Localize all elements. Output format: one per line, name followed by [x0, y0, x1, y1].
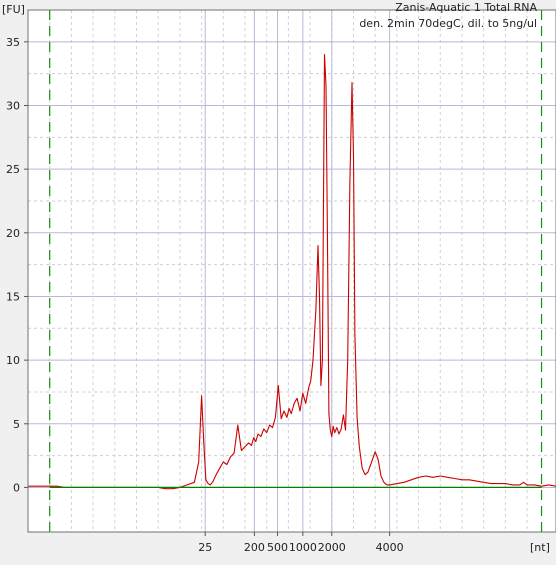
major-grid — [28, 10, 556, 532]
x-tick-label: 4000 — [376, 541, 404, 554]
y-tick-label: 30 — [6, 99, 20, 112]
series-layer — [28, 54, 556, 490]
plot-frame — [27, 9, 556, 533]
x-tick-label: 2000 — [318, 541, 346, 554]
y-tick-label: 10 — [6, 354, 20, 367]
x-tick-label: 25 — [198, 541, 212, 554]
y-axis-label: [FU] — [2, 3, 25, 16]
x-tick-label: 200 — [244, 541, 265, 554]
x-axis-ticks: 25 200 500 1000 2000 4000 — [198, 532, 404, 554]
fluorescence-trace — [28, 54, 556, 490]
y-tick-label: 0 — [13, 481, 20, 494]
x-tick-label: 1000 — [289, 541, 317, 554]
y-tick-label: 5 — [13, 418, 20, 431]
y-axis-ticks: 0 5 10 15 20 25 30 35 — [6, 36, 28, 494]
x-tick-label: 500 — [267, 541, 288, 554]
y-tick-label: 15 — [6, 290, 20, 303]
chart-title: Zanis-Aquatic 1 Total RNA — [395, 1, 537, 14]
plot-area — [28, 10, 556, 532]
y-tick-label: 25 — [6, 163, 20, 176]
y-tick-label: 35 — [6, 36, 20, 49]
x-axis-label: [nt] — [530, 541, 550, 554]
y-tick-label: 20 — [6, 227, 20, 240]
ladder-markers — [49, 10, 543, 532]
chart-subtitle: den. 2min 70degC, dil. to 5ng/ul — [359, 17, 537, 30]
